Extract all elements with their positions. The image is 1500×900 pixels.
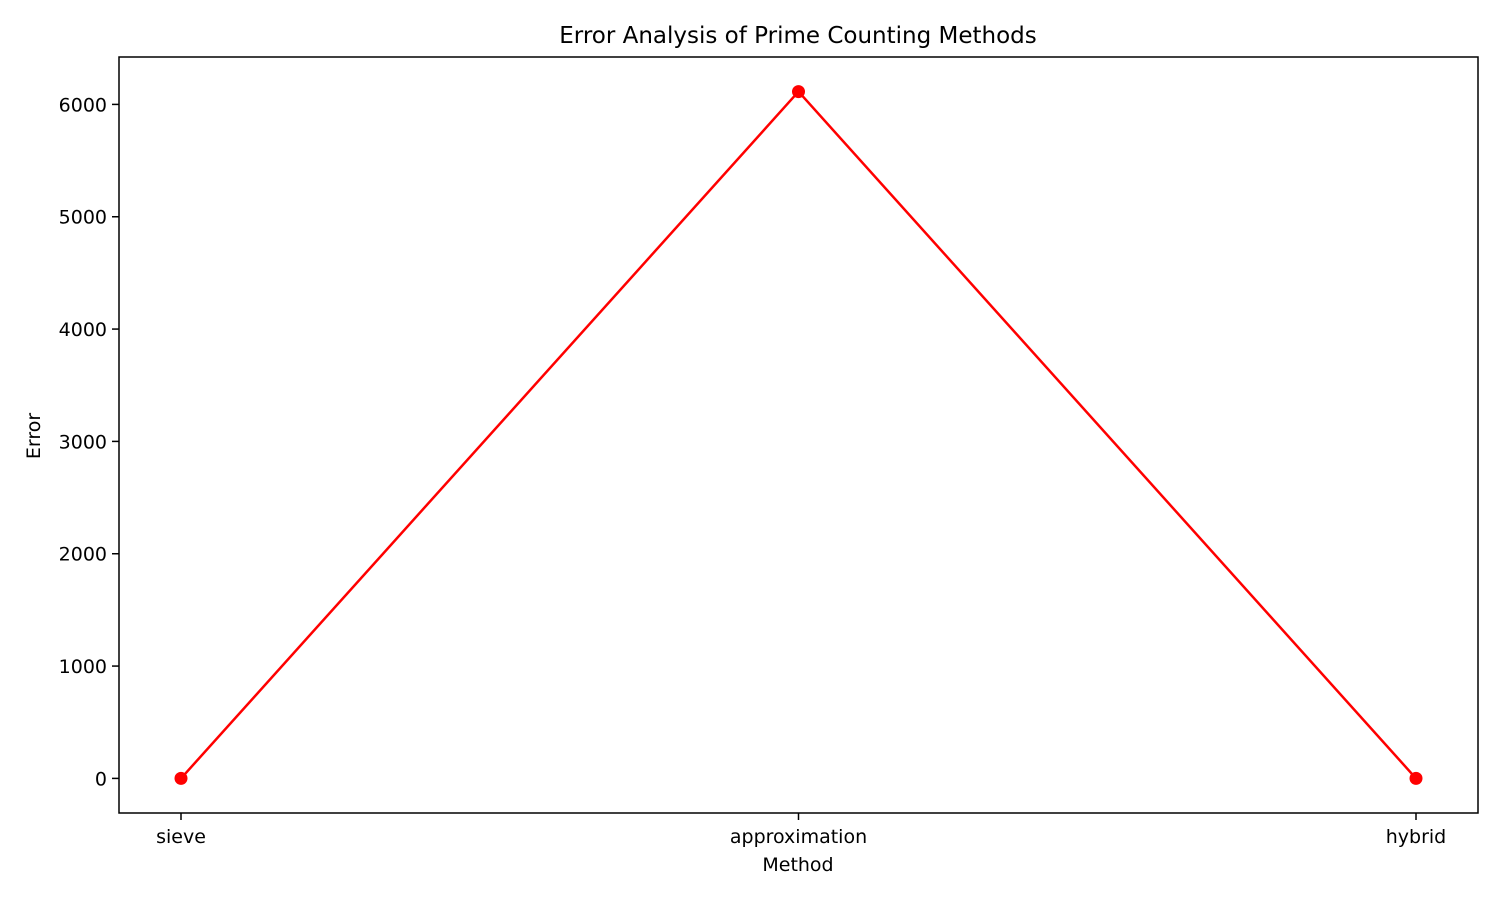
series-layer bbox=[174, 85, 1423, 785]
y-axis: 0 1000 2000 3000 4000 5000 6000 bbox=[59, 94, 119, 790]
y-tick-label: 5000 bbox=[59, 207, 107, 229]
y-tick-label: 1000 bbox=[59, 656, 107, 678]
x-axis-label: Method bbox=[762, 854, 833, 876]
y-tick-label: 3000 bbox=[59, 431, 107, 453]
data-point-approximation bbox=[792, 85, 805, 99]
y-tick-label: 0 bbox=[95, 768, 107, 790]
chart-title: Error Analysis of Prime Counting Methods bbox=[559, 23, 1037, 49]
y-tick-label: 2000 bbox=[59, 544, 107, 566]
y-tick-label: 4000 bbox=[59, 319, 107, 341]
x-tick-label: hybrid bbox=[1386, 826, 1447, 848]
x-axis: sieve approximation hybrid bbox=[156, 813, 1446, 848]
data-point-sieve bbox=[174, 771, 188, 785]
y-tick-label: 6000 bbox=[59, 94, 107, 116]
x-tick-label: approximation bbox=[730, 826, 867, 848]
y-axis-label: Error bbox=[23, 413, 45, 460]
x-tick-label: sieve bbox=[156, 826, 206, 848]
data-point-hybrid bbox=[1409, 771, 1423, 785]
